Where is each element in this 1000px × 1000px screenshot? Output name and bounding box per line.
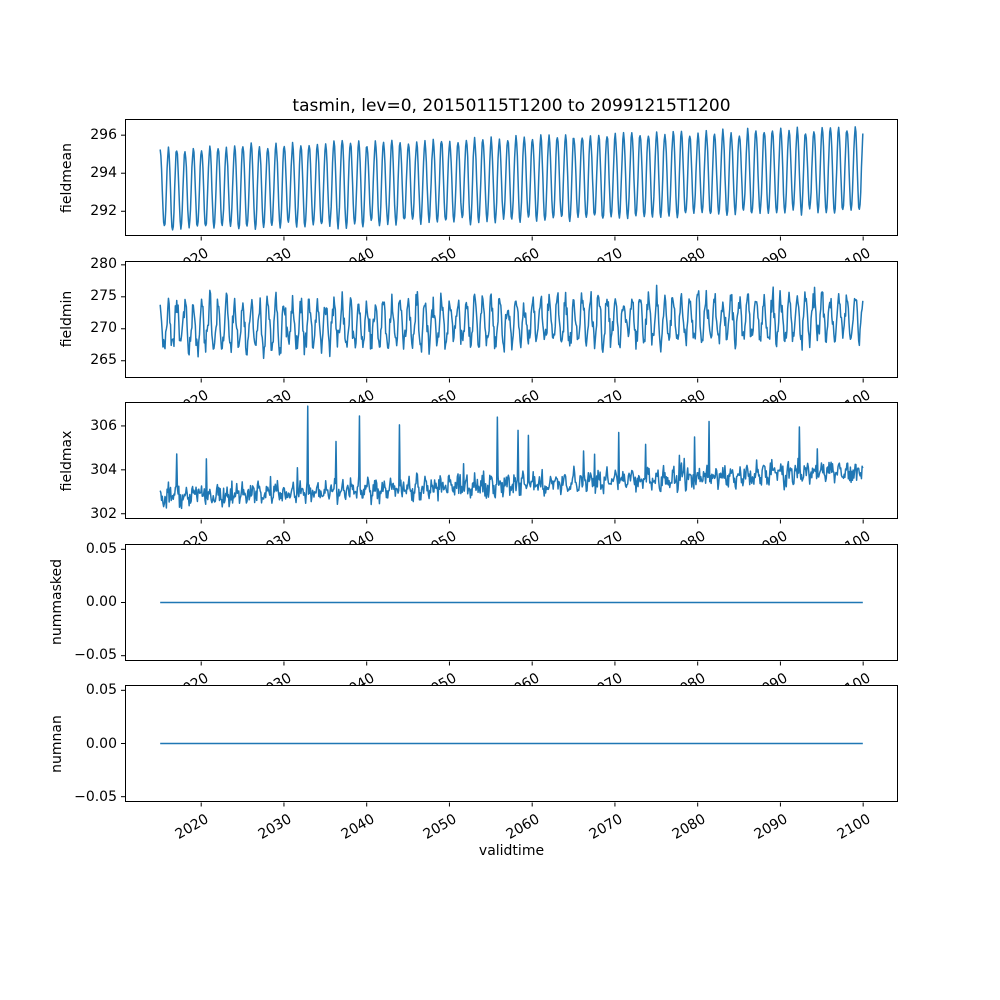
x-tick-label: 2020 [172,528,212,560]
x-tick-label: 2050 [421,245,460,277]
x-tick-label: 2080 [669,386,709,419]
axes-background [125,685,898,802]
chart-title: tasmin, lev=0, 20150115T1200 to 20991215… [292,96,731,116]
y-tick-label: 0.05 [85,682,117,699]
x-tick-label: 2100 [834,386,874,419]
axes-frame [125,685,898,802]
x-tick-label: 2090 [752,669,791,702]
series-line-fieldmin [159,284,864,359]
tick-marks [121,425,864,524]
x-tick-label: 2080 [669,528,709,560]
x-tick-label: 2060 [503,386,543,419]
axes-background [125,119,898,236]
x-tick-label: 2060 [503,669,543,702]
y-tick-label: 280 [90,256,117,273]
x-tick-label: 2040 [338,669,378,702]
x-tick-label: 2100 [834,669,874,702]
x-tick-label: 2030 [255,669,295,702]
axes-frame [125,119,898,236]
y-tick-label: 292 [90,203,117,220]
tick-marks [121,263,864,382]
x-tick-label: 2060 [503,245,543,277]
x-tick-label: 2090 [752,528,791,560]
series-line-fieldmax [159,405,864,510]
axes-background [125,260,898,378]
x-tick-label: 2100 [834,245,874,277]
y-tick-label: 294 [90,165,117,182]
axes-frame [125,402,898,519]
y-axis-label-numnan: numnan [49,714,65,773]
x-tick-label: 2030 [255,528,295,560]
x-tick-label: 2100 [834,528,874,560]
x-tick-label: 2080 [669,245,709,277]
x-tick-label: 2050 [421,528,460,560]
x-tick-label: 2040 [338,245,378,277]
y-tick-label: 0.00 [85,594,117,610]
axes-canvas-fieldmin [121,260,898,382]
axes-background [125,402,898,519]
axes-frame [125,543,898,661]
x-tick-label: 2060 [503,528,543,560]
x-tick-label: 2030 [255,245,295,277]
x-tick-label: 2030 [255,386,295,419]
y-tick-label: −0.05 [74,647,117,664]
x-tick-label: 2070 [586,669,626,702]
axes-canvas-fieldmax [121,402,898,524]
y-tick-label: 302 [90,505,117,522]
y-tick-label: 306 [90,417,117,434]
x-tick-label: 2070 [586,386,626,419]
x-tick-label: 2040 [338,386,378,419]
axes-canvas-fieldmean [121,119,898,241]
y-axis-label-fieldmean: fieldmean [59,142,75,213]
x-tick-label: 2050 [421,669,460,702]
x-axis-label: validtime [478,843,545,859]
y-axis-label-nummasked: nummasked [49,558,65,646]
y-tick-label: 275 [90,288,117,305]
x-tick-label: 2070 [586,245,626,277]
x-tick-label: 2050 [421,386,460,419]
y-tick-label: 0.00 [85,735,117,752]
x-tick-label: 2090 [752,386,791,419]
x-tick-label: 2020 [172,669,212,702]
y-axis-label-fieldmin: fieldmin [59,290,75,348]
axes-frame [125,260,898,378]
tick-marks [121,134,864,241]
tick-marks [121,548,864,665]
axes-canvas-nummasked [121,543,898,665]
y-tick-label: 270 [90,320,117,337]
axes-background [125,543,898,661]
x-tick-label: 2090 [752,245,791,277]
y-tick-label: −0.05 [74,788,117,805]
tick-marks [121,689,864,807]
y-tick-label: 0.05 [85,540,117,557]
x-tick-label: 2040 [338,528,378,560]
y-tick-label: 265 [90,352,117,369]
x-tick-label: 2020 [172,245,212,277]
y-tick-label: 304 [90,461,117,478]
series-line-fieldmean [159,126,864,231]
x-tick-label: 2020 [172,386,212,419]
x-tick-label: 2070 [586,528,626,560]
y-tick-label: 296 [90,127,117,144]
x-tick-label: 2080 [669,669,709,702]
axes-canvas-numnan [121,685,898,807]
y-axis-label-fieldmax: fieldmax [59,430,75,491]
